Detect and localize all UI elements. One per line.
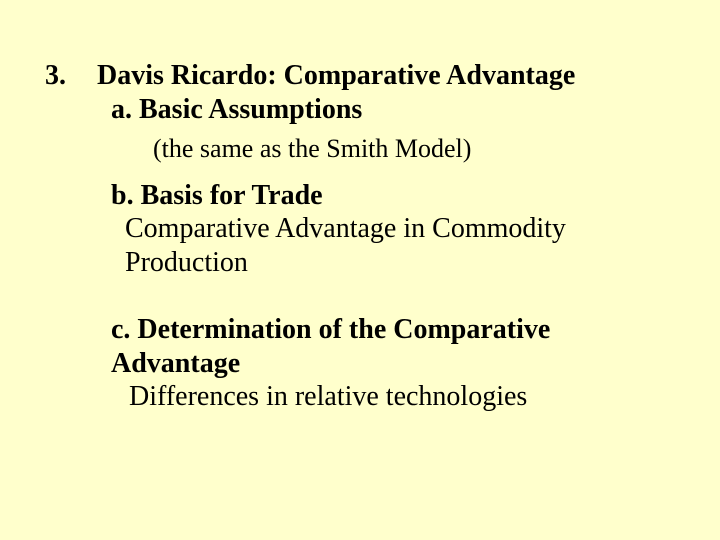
subitem-c-label-line1: c. Determination of the Comparative xyxy=(111,313,675,347)
subitem-a: a. Basic Assumptions (the same as the Sm… xyxy=(45,94,675,164)
slide: 3.Davis Ricardo: Comparative Advantage a… xyxy=(0,0,720,540)
subitem-b-body-line1: Comparative Advantage in Commodity xyxy=(125,212,675,246)
subitem-c-body: Differences in relative technologies xyxy=(129,380,675,414)
outline-item-3: 3.Davis Ricardo: Comparative Advantage xyxy=(45,60,675,92)
item-title: Davis Ricardo: Comparative Advantage xyxy=(97,60,575,91)
subitem-c-label-line2: Advantage xyxy=(111,347,675,381)
subitem-b-label: b. Basis for Trade xyxy=(111,180,675,212)
subitem-a-label: a. Basic Assumptions xyxy=(111,94,675,126)
subitem-b-body-line2: Production xyxy=(125,246,675,280)
subitem-c: c. Determination of the Comparative Adva… xyxy=(45,313,675,414)
item-number: 3. xyxy=(45,60,97,92)
subitem-b: b. Basis for Trade Comparative Advantage… xyxy=(45,180,675,279)
subitem-a-note: (the same as the Smith Model) xyxy=(153,134,675,164)
